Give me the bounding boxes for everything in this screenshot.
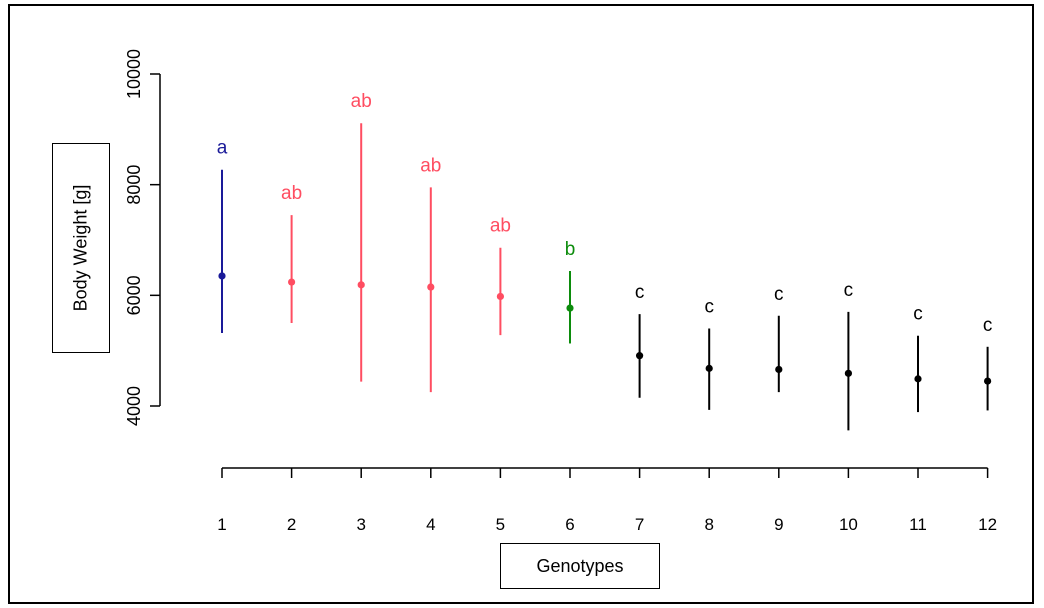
mean-point <box>288 278 296 286</box>
mean-point <box>844 369 853 377</box>
x-axis: 1 2 3 4 5 6 7 8 9 10 11 12 <box>217 467 997 534</box>
y-tick-label: 6000 <box>124 275 144 315</box>
mean-point <box>427 283 435 291</box>
group-label: b <box>565 239 576 260</box>
group-label: ab <box>281 183 302 204</box>
mean-point <box>984 377 992 385</box>
x-tick-label: 8 <box>704 515 713 534</box>
group-label: c <box>913 304 923 325</box>
x-tick-label: 5 <box>496 515 505 534</box>
x-tick-label: 2 <box>287 515 296 534</box>
x-tick-label: 10 <box>839 515 858 534</box>
x-tick-label: 11 <box>909 515 927 534</box>
mean-point <box>566 304 574 312</box>
group-label: c <box>774 284 784 305</box>
x-tick-label: 1 <box>217 515 226 534</box>
x-tick-label: 12 <box>978 515 997 534</box>
group-label: ab <box>351 91 372 112</box>
y-tick-label: 4000 <box>124 386 144 426</box>
x-tick-label: 9 <box>774 515 783 534</box>
x-tick-label: 3 <box>356 515 365 534</box>
x-tick-label: 6 <box>565 515 574 534</box>
y-axis-label: Body Weight [g] <box>70 184 91 312</box>
mean-point <box>914 375 922 383</box>
group-label: c <box>844 280 854 301</box>
mean-point <box>496 292 504 301</box>
y-axis-label-box <box>52 143 110 353</box>
group-label: ab <box>420 155 441 176</box>
x-tick-label: 4 <box>426 515 435 534</box>
y-axis: 4000 6000 8000 10000 <box>124 49 161 426</box>
data-series: a ab ab ab ab b c c c c c c <box>217 91 993 431</box>
chart-frame: 4000 6000 8000 10000 1 2 3 4 5 6 7 8 9 10 11 12 a ab ab a… <box>8 4 1034 604</box>
mean-point <box>705 364 713 372</box>
x-axis-label: Genotypes <box>500 543 660 589</box>
group-label: c <box>635 282 645 303</box>
group-label: c <box>704 297 714 318</box>
group-label: c <box>983 315 993 336</box>
x-tick-label: 7 <box>635 515 644 534</box>
mean-point <box>357 281 365 289</box>
mean-point <box>775 365 783 374</box>
y-tick-label: 10000 <box>124 49 144 99</box>
mean-point <box>218 272 226 280</box>
mean-point <box>636 352 644 360</box>
group-label: ab <box>490 216 511 237</box>
group-label: a <box>217 138 228 159</box>
y-tick-label: 8000 <box>124 165 144 205</box>
